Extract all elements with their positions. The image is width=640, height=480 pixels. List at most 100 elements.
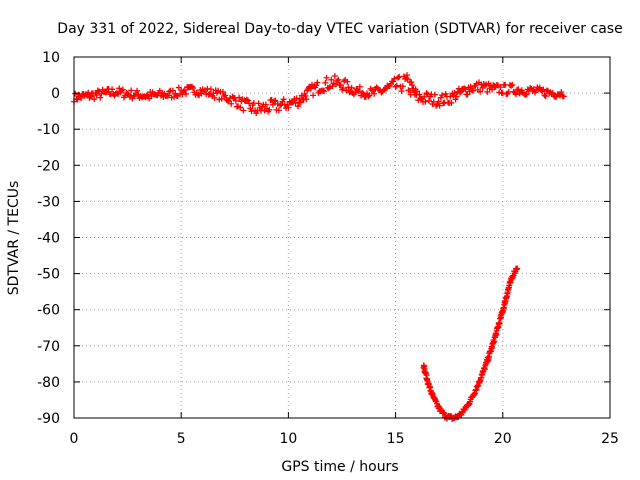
data-point <box>408 79 415 86</box>
data-point <box>86 94 93 101</box>
data-point <box>285 104 292 111</box>
data-point <box>558 89 565 96</box>
y-tick-label: -20 <box>37 158 60 174</box>
data-point <box>416 91 423 98</box>
data-point <box>237 104 244 111</box>
data-point <box>319 87 326 94</box>
data-point <box>222 92 229 99</box>
data-point <box>284 101 291 108</box>
data-point <box>334 77 341 84</box>
data-point <box>467 83 474 90</box>
data-point <box>423 90 430 97</box>
data-point <box>425 97 432 104</box>
data-point <box>421 93 428 100</box>
data-point <box>293 95 300 102</box>
data-point <box>313 82 320 89</box>
data-point <box>165 92 172 99</box>
data-point <box>205 91 212 98</box>
data-point <box>87 93 94 100</box>
data-point <box>406 87 413 94</box>
data-point <box>72 90 79 97</box>
data-point <box>247 105 254 112</box>
data-point <box>271 98 278 105</box>
data-point <box>461 85 468 92</box>
x-tick-label: 10 <box>279 431 297 447</box>
data-point <box>348 84 355 91</box>
data-point <box>91 96 98 103</box>
data-point <box>211 94 218 101</box>
data-point <box>253 110 260 117</box>
data-point <box>448 99 455 106</box>
data-point <box>103 89 110 96</box>
data-point <box>221 93 228 100</box>
data-point <box>244 97 251 104</box>
data-point <box>163 93 170 100</box>
data-point <box>439 92 446 99</box>
data-point <box>365 93 372 100</box>
data-point <box>390 78 397 85</box>
data-point <box>266 106 273 113</box>
x-tick-label: 15 <box>387 431 405 447</box>
data-point <box>523 91 530 98</box>
data-point <box>236 94 243 101</box>
data-point <box>422 98 429 105</box>
y-tick-label: -90 <box>37 411 60 427</box>
data-point <box>451 89 458 96</box>
data-point <box>166 88 173 95</box>
y-tick-label: -80 <box>37 375 60 391</box>
data-point <box>314 79 321 86</box>
data-point <box>541 92 548 99</box>
data-point <box>452 96 459 103</box>
y-axis-label: SDTVAR / TECUs <box>6 181 22 296</box>
data-point <box>335 76 342 83</box>
data-point <box>124 90 131 97</box>
data-point <box>394 74 401 81</box>
data-point <box>322 79 329 86</box>
data-point <box>323 74 330 81</box>
data-point <box>269 101 276 108</box>
y-tick-label: -10 <box>37 122 60 138</box>
data-point <box>453 93 460 100</box>
data-point <box>275 107 282 114</box>
y-tick-label: -60 <box>37 303 60 319</box>
y-tick-label: -30 <box>37 194 60 210</box>
data-point <box>514 265 521 272</box>
data-point <box>131 93 138 100</box>
data-point <box>527 84 534 91</box>
data-point <box>310 92 317 99</box>
data-point <box>477 88 484 95</box>
data-point <box>325 85 332 92</box>
data-point <box>440 100 447 107</box>
data-point <box>560 93 567 100</box>
data-point <box>304 87 311 94</box>
x-tick-label: 0 <box>70 431 79 447</box>
data-point <box>128 87 135 94</box>
grid-lines <box>74 57 610 418</box>
data-point <box>399 83 406 90</box>
data-point <box>74 96 81 103</box>
data-point <box>340 85 347 92</box>
data-point <box>97 94 104 101</box>
y-tick-label: 10 <box>42 50 60 66</box>
data-point <box>417 95 424 102</box>
data-point <box>181 87 188 94</box>
data-point <box>436 102 443 109</box>
data-point <box>337 81 344 88</box>
data-point <box>307 85 314 92</box>
data-point <box>240 107 247 114</box>
data-point <box>143 92 150 99</box>
axis-ticks: 0 5 10 15 20 25 10 0 -10 -20 -30 -40 -50 -60 -70 -80 -90 <box>37 50 619 447</box>
x-axis-label: GPS time / hours <box>281 459 398 475</box>
data-point <box>118 87 125 94</box>
data-point <box>280 96 287 103</box>
data-point <box>414 88 421 95</box>
data-point <box>255 100 262 107</box>
data-point <box>442 90 449 97</box>
data-point <box>354 87 361 94</box>
y-tick-label: -50 <box>37 267 60 283</box>
data-point <box>441 410 448 417</box>
data-point <box>321 88 328 95</box>
x-tick-label: 5 <box>177 431 186 447</box>
data-point <box>366 92 373 99</box>
